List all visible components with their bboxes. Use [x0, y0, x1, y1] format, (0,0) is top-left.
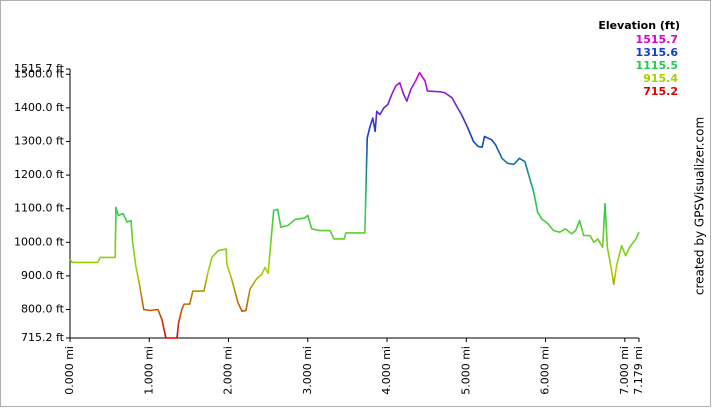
legend-entry: 1115.5 — [636, 59, 678, 72]
legend-entry: 1515.7 — [636, 33, 678, 46]
legend-entry: 715.2 — [643, 85, 678, 98]
x-tick-label: 4.000 mi — [380, 346, 393, 395]
legend-entry: 915.4 — [643, 72, 678, 85]
y-tick-label: 1000.0 ft — [14, 235, 65, 248]
y-tick-label: 900.0 ft — [21, 269, 65, 282]
y-tick-label: 1100.0 ft — [14, 202, 65, 215]
y-tick-label: 1515.7 ft — [14, 62, 65, 75]
y-tick-label: 1200.0 ft — [14, 168, 65, 181]
legend-title: Elevation (ft) — [598, 19, 680, 32]
y-tick-label: 1400.0 ft — [14, 101, 65, 114]
y-tick-label: 715.2 ft — [21, 331, 65, 344]
elevation-line — [69, 71, 640, 339]
y-tick-label: 800.0 ft — [21, 303, 65, 316]
x-tick-label: 5.000 mi — [459, 346, 472, 395]
x-tick-label: 3.000 mi — [301, 346, 314, 395]
x-tick-label: 6.000 mi — [539, 346, 552, 395]
credit: created by GPSVisualizer.com — [693, 117, 707, 295]
x-tick-label: 2.000 mi — [222, 346, 235, 395]
x-tick-label: 7.000 mi — [618, 346, 631, 395]
x-tick-label: 0.000 mi — [63, 346, 76, 395]
x-tick-label: 7.179 mi — [632, 346, 645, 395]
y-tick-label: 1300.0 ft — [14, 134, 65, 147]
legend-entry: 1315.6 — [636, 46, 679, 59]
y-tick-label: 1500.0 ft — [14, 67, 65, 80]
x-tick-label: 1.000 mi — [142, 346, 155, 395]
